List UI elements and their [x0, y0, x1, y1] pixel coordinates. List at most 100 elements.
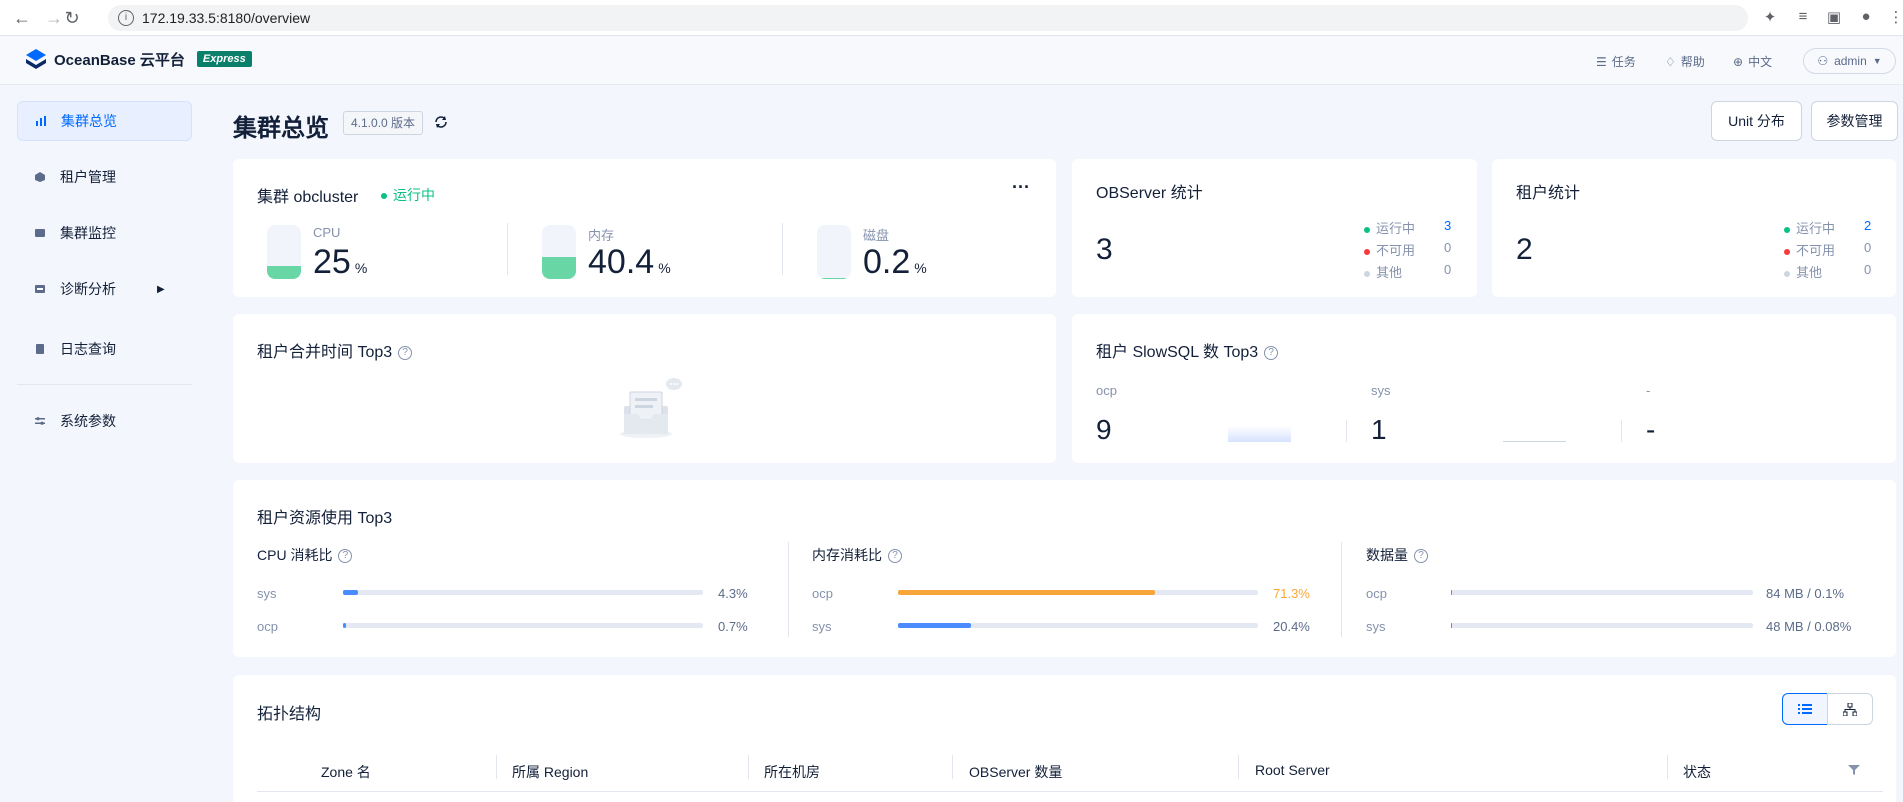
side-panel-icon[interactable]: ▣ — [1826, 9, 1842, 26]
page-title: 集群总览 — [233, 115, 329, 142]
tenant-stats-card: 租户统计 2 运行中 2 不可用 0 其他 0 — [1492, 159, 1896, 297]
tenant-name: sys — [1366, 619, 1386, 634]
memory-value-number: 40.4 — [588, 243, 655, 281]
params-icon — [35, 417, 45, 425]
observer-total: 3 — [1096, 233, 1113, 266]
extensions-icon[interactable]: ✦ — [1763, 9, 1777, 26]
sidebar-item-cluster-overview[interactable]: 集群总览 — [17, 101, 192, 141]
tenant-unavailable-row: 不可用 — [1784, 240, 1835, 259]
usage-value: 84 MB / 0.1% — [1766, 586, 1845, 601]
observer-running-count[interactable]: 3 — [1444, 218, 1452, 233]
help-circle-icon[interactable]: ? — [1414, 549, 1428, 564]
address-bar[interactable]: i 172.19.33.5:8180/overview — [108, 5, 1748, 31]
column-header-root-server[interactable]: Root Server — [1255, 762, 1330, 778]
language-label: 中文 — [1748, 55, 1773, 69]
app-logo[interactable]: OceanBase 云平台 Express — [24, 48, 252, 70]
section-divider — [788, 542, 789, 637]
merge-time-title-text: 租户合并时间 Top3 — [257, 344, 393, 361]
sidebar-item-system-params[interactable]: 系统参数 — [17, 401, 192, 441]
list-view-button[interactable] — [1782, 693, 1828, 725]
filter-icon[interactable] — [1848, 764, 1860, 776]
forward-arrow-icon[interactable]: → — [45, 8, 63, 28]
slowsql-tenant-name: - — [1646, 383, 1651, 398]
tasks-label: 任务 — [1611, 55, 1636, 69]
disk-value: 0.2% — [863, 243, 927, 282]
cpu-value-number: 25 — [313, 243, 351, 281]
sidebar-item-log-query[interactable]: 日志查询 — [17, 329, 192, 369]
usage-value: 20.4% — [1273, 619, 1310, 634]
memory-metric: 内存 40.4% — [542, 225, 802, 285]
running-label: 运行中 — [1376, 221, 1416, 236]
user-menu[interactable]: ⚇ admin ▼ — [1803, 48, 1896, 74]
oceanbase-logo-icon — [26, 49, 46, 69]
log-icon — [36, 344, 44, 354]
help-circle-icon[interactable]: ? — [338, 549, 353, 564]
language-switch[interactable]: ⊕ 中文 — [1733, 53, 1772, 70]
globe-icon: ⊕ — [1733, 54, 1744, 69]
usage-bar — [343, 590, 703, 595]
more-icon[interactable]: ··· — [1012, 177, 1030, 197]
browser-menu-icon[interactable]: ⋮ — [1888, 9, 1903, 26]
column-separator — [496, 755, 497, 779]
disk-gauge-fill — [817, 277, 851, 279]
sidebar-item-tenant-management[interactable]: 租户管理 — [17, 157, 192, 197]
slowsql-divider — [1621, 420, 1622, 442]
memory-ratio-title-text: 内存消耗比 — [812, 547, 882, 563]
reload-icon[interactable]: ↻ — [64, 8, 80, 28]
help-circle-icon[interactable]: ? — [888, 549, 902, 564]
caret-right-icon: ▶ — [157, 283, 165, 295]
running-label: 运行中 — [1796, 221, 1836, 236]
sidebar-item-label: 租户管理 — [60, 169, 116, 185]
column-separator — [748, 755, 749, 779]
memory-label: 内存 — [588, 228, 615, 243]
status-dot-icon — [1364, 270, 1370, 277]
sidebar-item-cluster-monitor[interactable]: 集群监控 — [17, 213, 192, 253]
tasks-link[interactable]: ☰ 任务 — [1596, 53, 1636, 70]
refresh-icon[interactable] — [432, 113, 450, 131]
column-header-zone[interactable]: Zone 名 — [321, 764, 371, 780]
sidebar-item-label: 诊断分析 — [60, 281, 116, 297]
metric-divider — [507, 223, 508, 275]
cpu-value: 25% — [313, 243, 367, 282]
column-header-status[interactable]: 状态 — [1683, 764, 1711, 780]
parameter-management-button[interactable]: 参数管理 — [1811, 101, 1898, 141]
usage-bar — [1451, 623, 1753, 628]
observer-stats-title: OBServer 统计 — [1096, 185, 1203, 202]
usage-bar — [1451, 590, 1753, 595]
memory-gauge — [542, 225, 576, 279]
profile-icon[interactable]: ● — [1861, 8, 1871, 25]
slowsql-count: - — [1646, 414, 1656, 445]
cpu-ratio-title: CPU 消耗比? — [257, 545, 353, 565]
sidebar-item-diagnosis[interactable]: 诊断分析 ▶ — [17, 269, 192, 309]
column-header-observer-count[interactable]: OBServer 数量 — [969, 764, 1063, 780]
status-label: 运行中 — [393, 187, 435, 203]
memory-unit: % — [658, 260, 671, 276]
site-info-icon[interactable]: i — [118, 10, 134, 26]
help-label: 帮助 — [1680, 55, 1705, 69]
help-circle-icon[interactable]: ? — [1264, 345, 1279, 360]
usage-bar — [898, 623, 1258, 628]
monitor-icon — [35, 229, 45, 237]
column-header-region[interactable]: 所属 Region — [512, 764, 589, 780]
resource-usage-title: 租户资源使用 Top3 — [257, 510, 393, 527]
usage-value: 71.3% — [1273, 586, 1310, 601]
usage-bar-fill — [1451, 590, 1453, 595]
topology-view-button[interactable] — [1827, 693, 1873, 725]
help-circle-icon[interactable]: ? — [398, 345, 413, 360]
section-divider — [1341, 542, 1342, 637]
reading-list-icon[interactable]: ≡ — [1798, 8, 1808, 25]
column-header-idc[interactable]: 所在机房 — [764, 764, 820, 780]
tenant-total: 2 — [1516, 233, 1533, 266]
back-arrow-icon[interactable]: ← — [13, 8, 31, 28]
disk-gauge — [817, 225, 851, 279]
usage-bar-fill — [898, 623, 972, 628]
status-dot-icon — [1784, 270, 1790, 277]
other-label: 其他 — [1796, 265, 1823, 280]
unit-distribution-button[interactable]: Unit 分布 — [1711, 101, 1802, 141]
usage-bar-fill — [343, 590, 359, 595]
help-link[interactable]: ♢ 帮助 — [1665, 53, 1705, 70]
metric-divider — [782, 223, 783, 275]
sidebar-divider — [17, 384, 192, 385]
list-icon — [1798, 704, 1812, 714]
tenant-running-count[interactable]: 2 — [1864, 218, 1872, 233]
